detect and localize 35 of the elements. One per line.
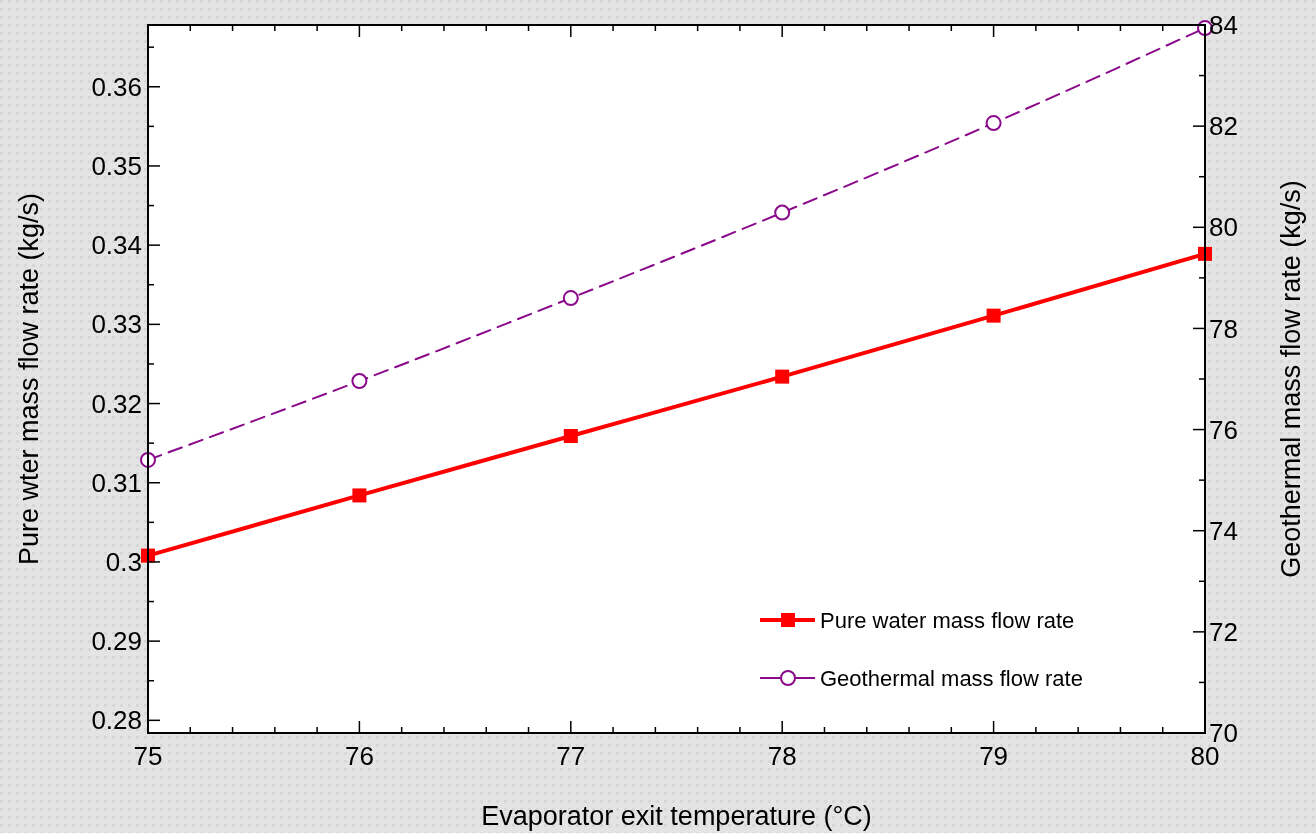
point: [562, 290, 579, 307]
y2-tick-label: 80: [1209, 212, 1238, 243]
x-tick-label: 75: [133, 741, 163, 771]
point: [775, 369, 790, 384]
y2-tick-label: 84: [1209, 10, 1238, 41]
point: [563, 429, 578, 444]
x-tick-label: 77: [556, 741, 586, 771]
x-axis-title: Evaporator exit temperature (°C): [481, 801, 872, 831]
x-tick-label: 76: [344, 741, 374, 771]
y2-tick-label: 72: [1209, 616, 1238, 647]
point: [985, 115, 1002, 132]
y2-tick-label: 76: [1209, 414, 1238, 445]
y2-tick-label: 74: [1209, 515, 1238, 546]
y2-axis-title: Geothermal mass flow rate (kg/s): [1276, 180, 1306, 578]
x-tick-label: 80: [1190, 741, 1220, 771]
y-tick-label: 0.34: [91, 230, 142, 261]
y2-tick-label: 82: [1209, 111, 1238, 142]
y-tick-label: 0.35: [91, 151, 142, 182]
x-tick-label: 78: [767, 741, 797, 771]
y-tick-label: 0.32: [91, 388, 142, 419]
y-axis-title: Pure wter mass flow rate (kg/s): [14, 192, 44, 566]
y2-tick-label: 78: [1209, 313, 1238, 344]
y-tick-label: 0.3: [105, 547, 142, 578]
point: [774, 204, 791, 221]
y-tick-label: 0.28: [91, 705, 142, 736]
x-tick-label: 79: [979, 741, 1009, 771]
point: [351, 373, 368, 390]
point: [352, 488, 367, 503]
y-tick-label: 0.31: [91, 467, 142, 498]
legend-label: Geothermal mass flow rate: [820, 665, 1083, 691]
legend-label: Pure water mass flow rate: [820, 607, 1075, 633]
y-tick-label: 0.29: [91, 626, 142, 657]
point: [986, 308, 1001, 323]
y-tick-label: 0.33: [91, 309, 142, 340]
y-tick-label: 0.36: [91, 71, 142, 102]
